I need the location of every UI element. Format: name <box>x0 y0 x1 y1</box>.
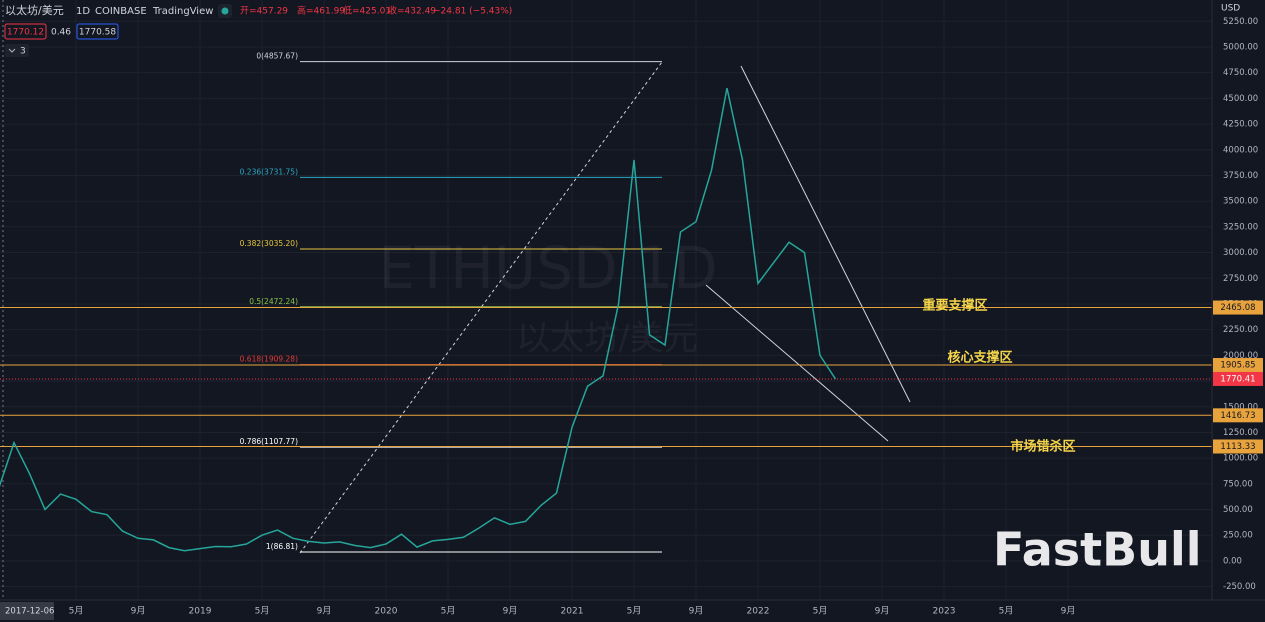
y-tick-label: 3500.00 <box>1223 197 1258 207</box>
ohlc-value: −24.81 (−5.43%) <box>433 7 512 17</box>
y-tick-label: 750.00 <box>1223 479 1253 489</box>
x-tick-label: 9月 <box>131 606 146 617</box>
x-tick-label: 9月 <box>875 606 890 617</box>
indicators-count: 3 <box>20 47 26 57</box>
y-tick-label: 1500.00 <box>1223 402 1258 412</box>
watermark-text: ETHUSD 1D <box>378 234 718 302</box>
y-tick-label: 250.00 <box>1223 531 1253 541</box>
fib-label: 0.382(3035.20) <box>240 239 298 248</box>
y-tick-label: 4500.00 <box>1223 94 1258 104</box>
ohlc: 开=457.29 高=461.99低=425.01收=432.49−24.81 (… <box>240 5 512 17</box>
level-box <box>1213 439 1263 454</box>
x-tick-label: 5月 <box>999 606 1014 617</box>
fib-label: 0.618(1909.28) <box>240 355 298 364</box>
level-box <box>1213 300 1263 315</box>
x-tick-label: 2017-12-06 <box>5 607 54 617</box>
symbol: 以太坊/美元 <box>5 3 64 17</box>
x-tick-label: 9月 <box>689 606 704 617</box>
y-tick-label: 4000.00 <box>1223 145 1258 155</box>
x-tick-label: 2021 <box>561 607 584 617</box>
y-tick-label: 2000.00 <box>1223 351 1258 361</box>
ohlc-value: 高=461.99 <box>297 5 345 17</box>
cursor-date-box <box>0 602 54 620</box>
axes: -250.00 0.00 250.00 500.00 750.00 1000.00 1250… <box>0 17 1263 620</box>
zone-annotation: 重要支撑区 <box>922 298 987 314</box>
ask-box[interactable] <box>76 23 119 40</box>
x-tick-label: 9月 <box>1061 606 1076 617</box>
x-tick-label: 9月 <box>503 606 518 617</box>
exchange: COINBASE <box>95 6 147 17</box>
plot: 0(4857.67) 0.236(3731.75) 0.382(3035.20) 0.… <box>0 52 1212 553</box>
y-tick-label: 3000.00 <box>1223 248 1258 258</box>
y-tick-label: 4250.00 <box>1223 120 1258 130</box>
x-tick-label: 2022 <box>747 607 770 617</box>
fib-label: 0(4857.67) <box>256 52 298 61</box>
y-tick-label: 5250.00 <box>1223 17 1258 27</box>
level-box <box>1213 408 1263 423</box>
x-tick-label: 5月 <box>627 606 642 617</box>
platform: TradingView <box>152 6 213 17</box>
x-tick-label: 5月 <box>813 606 828 617</box>
x-tick-label: 5月 <box>255 606 270 617</box>
x-tick-label: 2019 <box>189 607 212 617</box>
grid <box>0 0 1212 600</box>
status-dot <box>221 7 229 15</box>
y-tick-label: -250.00 <box>1223 582 1256 592</box>
fib-label: 0.236(3731.75) <box>240 167 298 176</box>
x-tick-label: 5月 <box>441 606 456 617</box>
y-tick-label: 0.00 <box>1223 556 1242 566</box>
y-tick-label: 1000.00 <box>1223 454 1258 464</box>
y-tick-label: 3750.00 <box>1223 171 1258 181</box>
y-tick-label: 5000.00 <box>1223 42 1258 52</box>
wedge-upper <box>740 65 911 403</box>
fib-label: 0.5(2472.24) <box>249 297 298 306</box>
y-tick-label: 1250.00 <box>1223 428 1258 438</box>
bid-box[interactable] <box>4 23 47 40</box>
level-label: 2465.08 <box>1220 303 1255 313</box>
y-tick-label: 3250.00 <box>1223 222 1258 232</box>
watermark-text: 以太坊/美元 <box>516 319 697 359</box>
zone-annotation: 核心支撑区 <box>947 350 1012 366</box>
indicators-toggle[interactable] <box>5 44 29 57</box>
x-tick-label: 5月 <box>69 606 84 617</box>
level-label: 1113.33 <box>1220 442 1255 452</box>
ohlc-value: 收=432.49 <box>388 5 436 17</box>
price-line <box>0 87 837 552</box>
last-price-label: 1770.41 <box>1220 374 1255 384</box>
y-tick-label: 500.00 <box>1223 505 1253 515</box>
y-tick-label: 2750.00 <box>1223 274 1258 284</box>
x-tick-label: 2020 <box>375 607 398 617</box>
level-label: 1905.85 <box>1220 361 1255 371</box>
logo: FastBull <box>993 523 1201 577</box>
x-tick-label: 2023 <box>933 607 956 617</box>
fib-label: 1(86.81) <box>266 542 298 551</box>
spread: 0.46 <box>51 28 71 38</box>
fib-label: 0.786(1107.77) <box>240 437 298 446</box>
ask: 1770.58 <box>79 28 116 38</box>
bid: 1770.12 <box>7 28 44 38</box>
y-tick-label: 4750.00 <box>1223 68 1258 78</box>
level-box <box>1213 358 1263 373</box>
interval: 1D <box>76 6 90 17</box>
watermark: ETHUSD 1D 以太坊/美元 <box>378 234 718 358</box>
chevron <box>8 48 16 53</box>
currency: USD <box>1221 4 1240 14</box>
y-tick-label: 2250.00 <box>1223 325 1258 335</box>
level-label: 1416.73 <box>1220 411 1255 421</box>
last-price-box <box>1213 371 1263 386</box>
ohlc-value: 开=457.29 <box>240 6 288 17</box>
zone-annotation: 市场错杀区 <box>1010 439 1075 455</box>
ohlc-value: 低=425.01 <box>343 5 391 17</box>
x-tick-label: 9月 <box>317 606 332 617</box>
